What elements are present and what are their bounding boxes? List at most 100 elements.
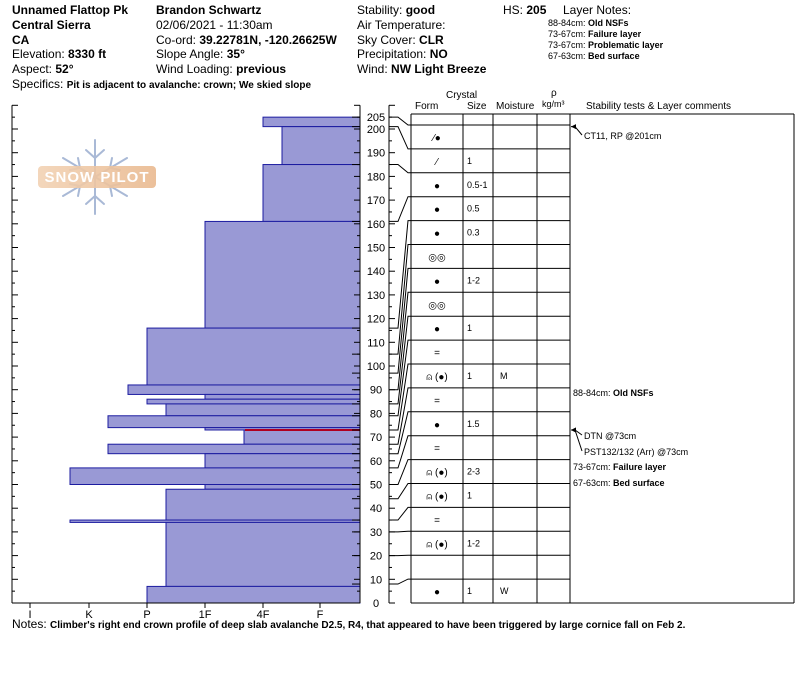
layer-note-3: 73-67cm: Problematic layer — [548, 40, 663, 51]
layer-connector — [389, 315, 411, 405]
y-tick-label: 150 — [367, 243, 385, 255]
crystal-size: 1.5 — [467, 419, 480, 429]
coordinates-label: Co-ord: — [156, 33, 197, 47]
hardness-bar — [107, 415, 361, 429]
layer-connector — [389, 116, 411, 126]
crystal-form: ● — [434, 205, 440, 216]
notes-value: Climber's right end crown profile of dee… — [50, 620, 686, 631]
sky-cover-field: Sky Cover: CLR — [357, 33, 444, 47]
layer-connector — [389, 291, 411, 391]
comment-range: 73-67cm: — [573, 462, 613, 472]
y-tick-label: 50 — [370, 480, 382, 492]
layer-connector — [389, 506, 411, 521]
layer-connector — [389, 578, 411, 585]
layer-connector — [389, 411, 411, 455]
state: CA — [12, 33, 30, 47]
observer-name: Brandon Schwartz — [156, 3, 262, 17]
moisture-value: M — [500, 371, 508, 381]
comment-range: 88-84cm: — [573, 388, 613, 398]
crystal-form: ● — [434, 324, 440, 335]
elevation-field: Elevation: 8330 ft — [12, 47, 106, 61]
specifics-value: Pit is adjacent to avalanche: crown; We … — [66, 80, 312, 91]
sky-cover-label: Sky Cover: — [357, 33, 416, 47]
hardness-bar — [204, 393, 361, 400]
slope-angle-field: Slope Angle: 35° — [156, 47, 245, 61]
precipitation-label: Precipitation: — [357, 47, 427, 61]
layer-connector — [389, 126, 411, 150]
comment-text: Old NSFs — [613, 388, 654, 398]
elevation-value: 8330 ft — [68, 47, 107, 61]
y-tick-label: 30 — [370, 527, 382, 539]
moisture-value: W — [500, 586, 509, 596]
crystal-form: ● — [434, 276, 440, 287]
air-temperature-label: Air Temperature: — [357, 18, 446, 32]
comment-arrowhead — [571, 124, 576, 130]
y-tick-label: 120 — [367, 314, 385, 326]
size-header: Size — [467, 101, 487, 112]
stability-comment: 67-63cm: Bed surface — [573, 478, 665, 488]
crystal-form: ◎◎ — [428, 300, 446, 311]
notes-label: Notes: — [12, 617, 47, 631]
stability-comment: 88-84cm: Old NSFs — [573, 388, 654, 398]
crystal-size: 0.5 — [467, 204, 480, 214]
precipitation-field: Precipitation: NO — [357, 47, 448, 61]
layer-note-range: 88-84cm: — [548, 18, 586, 28]
crystal-size: 0.5-1 — [467, 180, 488, 190]
layer-connector — [389, 164, 411, 174]
wind-loading-label: Wind Loading: — [156, 62, 233, 76]
x-tick-label: F — [317, 609, 324, 621]
crystal-form: ⍝ (●) — [426, 539, 447, 550]
form-header: Form — [415, 101, 439, 112]
wind-loading-value: previous — [236, 62, 287, 76]
y-tick-label: 20 — [370, 551, 382, 563]
stability-comment: DTN @73cm — [584, 431, 636, 441]
crystal-header: Crystal — [446, 90, 478, 101]
crystal-size: 1 — [467, 323, 472, 333]
crystal-size: 1 — [467, 156, 472, 166]
hs-label: HS: — [503, 3, 524, 17]
crystal-form: ⍝ (●) — [426, 491, 447, 502]
comment-pointer — [571, 126, 583, 136]
density-rho-header: ρ — [551, 88, 557, 99]
layer-connector — [389, 483, 411, 500]
observation-datetime: 02/06/2021 - 11:30am — [156, 18, 273, 32]
crystal-size: 1 — [467, 586, 472, 596]
hardness-bar — [262, 164, 361, 222]
stability-comments-header: Stability tests & Layer comments — [586, 101, 732, 112]
crystal-size: 1-2 — [467, 538, 480, 548]
layer-note-text: Bed surface — [588, 51, 640, 61]
moisture-header: Moisture — [496, 101, 535, 112]
aspect-value: 52° — [55, 62, 74, 76]
layer-connector — [389, 267, 411, 374]
hardness-bar — [204, 484, 361, 490]
snowpilot-watermark: SNOW PILOT — [38, 139, 156, 215]
x-tick-label: P — [143, 609, 150, 621]
hardness-bar — [146, 585, 361, 604]
aspect-field: Aspect: 52° — [12, 62, 74, 76]
wind-field: Wind: NW Light Breeze — [357, 62, 486, 76]
y-tick-label: 205 — [367, 112, 385, 124]
layer-connector — [389, 196, 411, 222]
crystal-form: ● — [434, 587, 440, 598]
y-tick-label: 180 — [367, 171, 385, 183]
hardness-bar — [262, 116, 361, 128]
layer-note-text: Failure layer — [588, 29, 642, 39]
comment-text: Failure layer — [613, 462, 667, 472]
hardness-bar — [165, 403, 361, 417]
y-tick-label: 60 — [370, 456, 382, 468]
stability-label: Stability: — [357, 3, 403, 17]
crystal-size: 1-2 — [467, 275, 480, 285]
crystal-form: = — [434, 515, 440, 526]
watermark-label: SNOW PILOT — [45, 169, 150, 186]
mountain-range: Central Sierra — [12, 18, 91, 32]
crystal-form: = — [434, 444, 440, 455]
layer-note-text: Problematic layer — [588, 40, 664, 50]
x-tick-label: K — [85, 609, 93, 621]
crystal-form: ⁄● — [430, 133, 441, 144]
crystal-form: ⁄ — [433, 157, 439, 168]
crystal-form: ⍝ (●) — [426, 468, 447, 479]
y-tick-label: 10 — [370, 574, 382, 586]
crystal-size: 1 — [467, 371, 472, 381]
hardness-bar — [146, 398, 361, 405]
hs-value: 205 — [526, 3, 547, 17]
